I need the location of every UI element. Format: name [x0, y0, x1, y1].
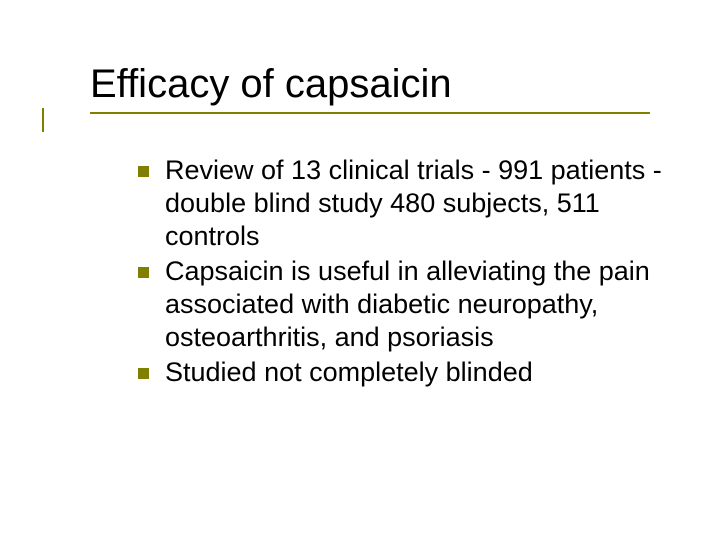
title-tick-mark [42, 108, 44, 132]
bullet-list: Review of 13 clinical trials - 991 patie… [138, 154, 688, 391]
bullet-text: Capsaicin is useful in alleviating the p… [165, 255, 688, 354]
title-underline [90, 112, 650, 114]
slide-title: Efficacy of capsaicin [90, 62, 680, 106]
square-bullet-icon [138, 166, 149, 177]
square-bullet-icon [138, 267, 149, 278]
square-bullet-icon [138, 368, 149, 379]
slide: Efficacy of capsaicin Review of 13 clini… [0, 0, 720, 540]
list-item: Studied not completely blinded [138, 356, 688, 389]
list-item: Review of 13 clinical trials - 991 patie… [138, 154, 688, 253]
bullet-text: Review of 13 clinical trials - 991 patie… [165, 154, 688, 253]
list-item: Capsaicin is useful in alleviating the p… [138, 255, 688, 354]
bullet-text: Studied not completely blinded [165, 356, 533, 389]
title-block: Efficacy of capsaicin [90, 62, 680, 114]
